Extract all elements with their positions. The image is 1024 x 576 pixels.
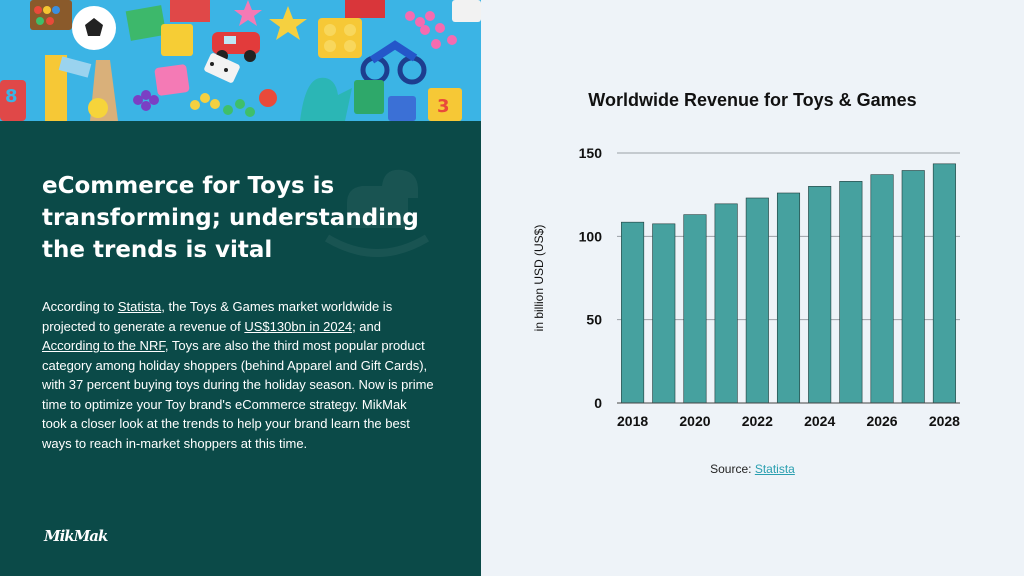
statista-link[interactable]: Statista bbox=[117, 299, 162, 314]
page-heading: eCommerce for Toys is transforming; unde… bbox=[42, 173, 419, 263]
chart-source: Source: Statista bbox=[481, 462, 1024, 476]
x-tick-label-2026: 2026 bbox=[866, 413, 897, 429]
body-text-3: ; and bbox=[352, 318, 381, 334]
x-tick-label-2028: 2028 bbox=[929, 413, 960, 429]
body-text-1: According to bbox=[42, 299, 118, 314]
bar-2019 bbox=[652, 223, 676, 404]
bar-2027 bbox=[901, 170, 925, 404]
y-tick-label-150: 150 bbox=[579, 145, 603, 161]
nrf-link[interactable]: According to the NRF bbox=[42, 338, 165, 353]
bar-2024 bbox=[808, 186, 832, 404]
source-statista-link[interactable]: Statista bbox=[754, 462, 795, 476]
body-text-4: , Toys are also the third most popular p… bbox=[42, 338, 434, 451]
body-text-2: , the Toys & Games market worldwide is p… bbox=[42, 299, 393, 334]
bar-2026 bbox=[870, 174, 894, 404]
svg-text:3: 3 bbox=[437, 96, 450, 117]
x-tick-label-2018: 2018 bbox=[617, 413, 648, 429]
x-tick-label-2024: 2024 bbox=[804, 413, 835, 429]
rocking-horse-watermark-icon bbox=[324, 169, 430, 257]
y-tick-label-100: 100 bbox=[579, 228, 603, 244]
toys-banner-image: 8 3 bbox=[0, 0, 481, 121]
bar-2021 bbox=[714, 203, 738, 404]
x-tick-label-2020: 2020 bbox=[679, 413, 710, 429]
source-label: Source: bbox=[710, 462, 755, 476]
x-tick-label-2022: 2022 bbox=[742, 413, 773, 429]
bar-2023 bbox=[776, 192, 801, 404]
bar-2020 bbox=[683, 214, 707, 404]
left-panel: 8 3 eCommerce for Toys is transforming; … bbox=[0, 0, 481, 576]
y-tick-label-0: 0 bbox=[594, 395, 602, 411]
chart-panel: Worldwide Revenue for Toys & Games 0 50 10… bbox=[481, 0, 1024, 576]
mikmak-logo: MikMak bbox=[44, 527, 108, 545]
intro-paragraph: According to Statista, the Toys & Games … bbox=[42, 297, 434, 453]
bar-2022 bbox=[745, 197, 769, 404]
bar-2028 bbox=[932, 163, 956, 404]
bar-2025 bbox=[839, 181, 863, 404]
revenue-bar-chart: 0 50 100 150 2018 2020 2022 2024 2026 2028 in bill… bbox=[532, 145, 960, 429]
svg-text:8: 8 bbox=[5, 86, 18, 107]
revenue-link[interactable]: US$130bn in 2024 bbox=[244, 318, 353, 334]
y-axis-label: in billion USD (US$) bbox=[532, 225, 546, 332]
chart-title: Worldwide Revenue for Toys & Games bbox=[588, 90, 917, 110]
bar-2018 bbox=[621, 221, 645, 404]
y-tick-label-50: 50 bbox=[586, 312, 602, 328]
